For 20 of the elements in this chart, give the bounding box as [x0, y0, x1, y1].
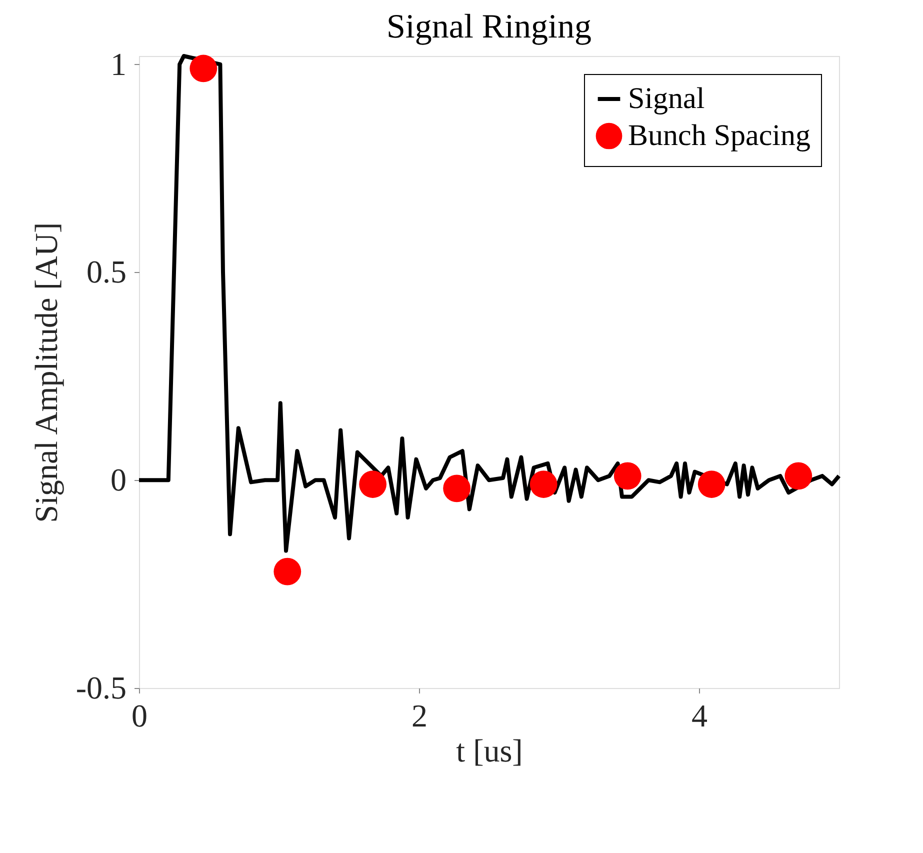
y-tick-label: 0.5 — [86, 254, 126, 290]
legend-label: Signal — [628, 82, 705, 115]
y-tick-label: 1 — [110, 46, 126, 82]
point — [614, 462, 642, 490]
point — [443, 474, 470, 502]
point — [698, 470, 726, 498]
point — [359, 470, 386, 498]
y-tick-label: 0 — [110, 462, 126, 498]
legend-label: Bunch Spacing — [628, 119, 810, 152]
point — [530, 470, 558, 498]
point — [784, 462, 812, 490]
y-tick-label: -0.5 — [76, 670, 126, 706]
x-tick-label: 4 — [692, 698, 708, 734]
point — [274, 558, 302, 586]
chart-title: Signal Ringing — [386, 8, 592, 46]
x-axis-title: t [us] — [456, 732, 523, 768]
line-series — [137, 54, 841, 553]
x-tick-label: 2 — [412, 698, 428, 734]
point — [190, 54, 218, 82]
y-axis-title: Signal Amplitude [AU] — [28, 222, 64, 523]
